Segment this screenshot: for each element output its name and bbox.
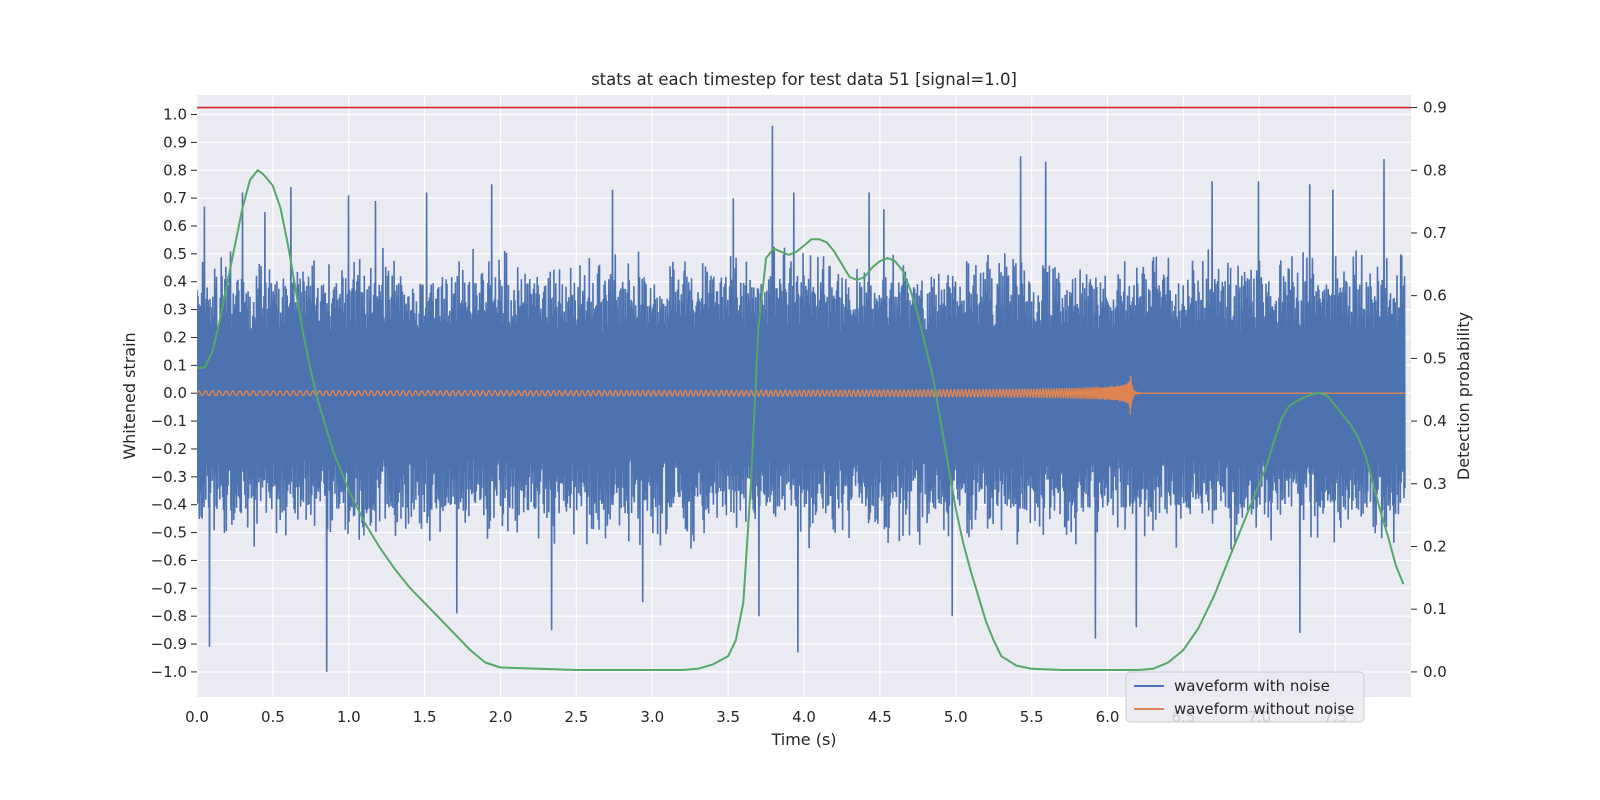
x-tick-label: 6.0 bbox=[1096, 708, 1120, 726]
y-left-tick-label: −0.2 bbox=[151, 440, 187, 458]
y-right-tick-label: 0.8 bbox=[1423, 161, 1447, 179]
x-tick-label: 4.0 bbox=[792, 708, 816, 726]
y-right-axis-ticks: 0.9 0.8 0.7 0.6 0.5 0.4 0.3 0.2 0.1 0.0 bbox=[1411, 99, 1447, 681]
y-left-tick-label: −0.3 bbox=[151, 468, 187, 486]
y-left-tick-label: 0.7 bbox=[163, 189, 187, 207]
legend-label: waveform with noise bbox=[1174, 677, 1330, 695]
y-right-tick-label: 0.1 bbox=[1423, 600, 1447, 618]
y-left-tick-label: −0.7 bbox=[151, 579, 187, 597]
x-axis-label: Time (s) bbox=[770, 730, 836, 749]
y-right-tick-label: 0.2 bbox=[1423, 538, 1447, 556]
y-left-tick-label: 0.6 bbox=[163, 217, 187, 235]
y-left-tick-label: 0.1 bbox=[163, 356, 187, 374]
y-left-tick-label: −1.0 bbox=[151, 663, 187, 681]
y-right-tick-label: 0.9 bbox=[1423, 99, 1447, 117]
legend-box bbox=[1125, 671, 1365, 723]
y-left-tick-label: 0.5 bbox=[163, 245, 187, 263]
y-left-tick-label: −0.1 bbox=[151, 412, 187, 430]
y-right-tick-label: 0.7 bbox=[1423, 224, 1447, 242]
y-left-tick-label: 0.2 bbox=[163, 328, 187, 346]
y-left-tick-label: −0.9 bbox=[151, 635, 187, 653]
legend-label: waveform without noise bbox=[1174, 700, 1354, 718]
series-line-waveform-with-noise bbox=[197, 125, 1406, 672]
y-left-tick-label: −0.8 bbox=[151, 607, 187, 625]
series-line-detection-probability bbox=[197, 169, 1405, 671]
y-right-tick-label: 0.3 bbox=[1423, 475, 1447, 493]
y-left-tick-label: −0.5 bbox=[151, 524, 187, 542]
chart-title: stats at each timestep for test data 51 … bbox=[591, 70, 1017, 89]
y-left-tick-label: −0.6 bbox=[151, 551, 187, 569]
series-line-waveform-without-noise bbox=[197, 375, 1405, 415]
y-right-axis-label: Detection probability bbox=[1454, 312, 1473, 480]
x-tick-label: 4.5 bbox=[868, 708, 892, 726]
y-right-tick-label: 0.6 bbox=[1423, 287, 1447, 305]
x-tick-label: 2.0 bbox=[489, 708, 513, 726]
x-tick-label: 3.5 bbox=[716, 708, 740, 726]
y-left-tick-label: 0.4 bbox=[163, 273, 187, 291]
y-left-tick-label: −0.4 bbox=[151, 496, 187, 514]
x-tick-label: 0.5 bbox=[261, 708, 285, 726]
x-tick-label: 0.0 bbox=[185, 708, 209, 726]
legend: waveform with noise waveform without nois… bbox=[1125, 671, 1365, 723]
x-tick-label: 3.0 bbox=[640, 708, 664, 726]
y-left-tick-label: 1.0 bbox=[163, 106, 187, 124]
y-left-tick-label: 0.9 bbox=[163, 133, 187, 151]
y-right-tick-label: 0.4 bbox=[1423, 412, 1447, 430]
y-left-tick-label: 0.0 bbox=[163, 384, 187, 402]
y-left-axis-label: Whitened strain bbox=[120, 332, 139, 459]
x-tick-label: 2.5 bbox=[564, 708, 588, 726]
x-tick-label: 5.5 bbox=[1020, 708, 1044, 726]
data-layer bbox=[197, 106, 1411, 672]
y-right-tick-label: 0.0 bbox=[1423, 663, 1447, 681]
y-left-axis-ticks: 1.0 0.9 0.8 0.7 0.6 0.5 0.4 0.3 0.2 0.1 0.0 −0.1 −0.… bbox=[151, 106, 197, 681]
x-tick-label: 1.0 bbox=[337, 708, 361, 726]
x-tick-label: 5.0 bbox=[944, 708, 968, 726]
x-tick-label: 1.5 bbox=[413, 708, 437, 726]
y-left-tick-label: 0.8 bbox=[163, 161, 187, 179]
y-right-tick-label: 0.5 bbox=[1423, 349, 1447, 367]
y-left-tick-label: 0.3 bbox=[163, 301, 187, 319]
